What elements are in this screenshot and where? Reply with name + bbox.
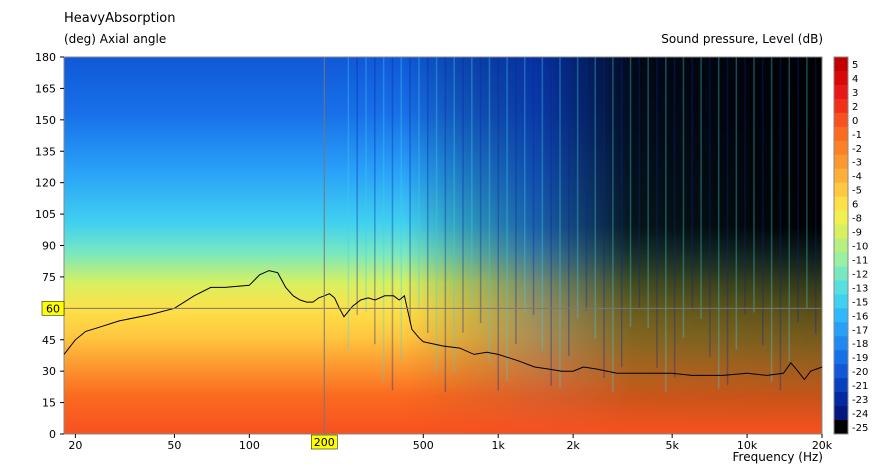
colorbar-tick-label: -19 bbox=[852, 353, 868, 364]
colorbar-swatch bbox=[834, 364, 848, 379]
cursor-y-badge: 60 bbox=[41, 301, 65, 316]
colorbar-tick-label: -2 bbox=[852, 144, 862, 155]
colorbar-tick-label: 4 bbox=[852, 74, 858, 85]
colorbar-swatch bbox=[834, 322, 848, 337]
colorbar-tick-label: -1 bbox=[852, 130, 862, 141]
colorbar-frame bbox=[833, 56, 849, 435]
colorbar-swatch bbox=[834, 70, 848, 86]
colorbar-label: Sound pressure, Level (dB) bbox=[661, 32, 823, 46]
colorbar-tick-label: -20 bbox=[852, 367, 868, 378]
y-axis-label: (deg) Axial angle bbox=[64, 32, 167, 46]
x-tick-label: 5k bbox=[665, 439, 679, 452]
colorbar-swatch bbox=[834, 420, 848, 435]
colorbar-tick-label: -21 bbox=[852, 381, 868, 392]
colorbar-tick-label: -16 bbox=[852, 311, 868, 322]
cursor-x-badge: 200 bbox=[311, 434, 338, 450]
x-tick-label: 50 bbox=[167, 439, 181, 452]
x-tick-label: 1k bbox=[492, 439, 506, 452]
x-tick-label: 2k bbox=[566, 439, 580, 452]
colorbar-tick-label: 5 bbox=[852, 60, 858, 71]
colorbar-swatch bbox=[834, 378, 848, 393]
colorbar-swatch bbox=[834, 126, 848, 142]
colorbar-swatch bbox=[834, 140, 848, 156]
y-tick-label: 45 bbox=[42, 334, 56, 347]
chart-title: HeavyAbsorption bbox=[64, 11, 176, 26]
colorbar-tick-label: -9 bbox=[852, 228, 862, 239]
colorbar-tick-label: -4 bbox=[852, 172, 862, 183]
colorbar-swatch bbox=[834, 98, 848, 114]
colorbar-swatch bbox=[834, 238, 848, 253]
x-tick-label: 20 bbox=[68, 439, 82, 452]
x-tick-label: 500 bbox=[413, 439, 434, 452]
colorbar-tick-label: -8 bbox=[852, 214, 862, 225]
colorbar-swatch bbox=[834, 57, 848, 72]
y-tick-label: 105 bbox=[35, 208, 56, 221]
colorbar-swatch bbox=[834, 168, 848, 184]
colorbar-swatch bbox=[834, 252, 848, 267]
colorbar-swatch bbox=[834, 406, 848, 421]
colorbar-swatch bbox=[834, 154, 848, 170]
x-tick-label: 20k bbox=[812, 439, 833, 452]
colorbar-tick-label: 6 bbox=[852, 200, 858, 211]
colorbar-tick-label: -10 bbox=[852, 242, 868, 253]
y-tick-label: 120 bbox=[35, 177, 56, 190]
colorbar-tick-label: -17 bbox=[852, 325, 868, 336]
colorbar-tick-label: -15 bbox=[852, 297, 868, 308]
colorbar-tick-label: -13 bbox=[852, 283, 868, 294]
colorbar-swatch bbox=[834, 224, 848, 240]
y-tick-label: 15 bbox=[42, 397, 56, 410]
y-tick-label: 0 bbox=[49, 428, 56, 441]
heatmap-hf-shadow bbox=[64, 57, 822, 434]
colorbar-tick-label: -5 bbox=[852, 186, 862, 197]
y-tick-label: 75 bbox=[42, 271, 56, 284]
colorbar-swatch bbox=[834, 112, 848, 128]
colorbar-tick-label: -11 bbox=[852, 255, 868, 266]
colorbar: 5 4 3 2 0 -1 -2 -3 -4 -5 6 -8 -9 -10 -11 -12 -13 -15 -16 -1… bbox=[833, 56, 868, 435]
cursor-y-label: 60 bbox=[46, 302, 60, 315]
colorbar-swatch bbox=[834, 308, 848, 323]
series-line bbox=[63, 270, 823, 381]
y-tick-label: 90 bbox=[42, 240, 56, 253]
colorbar-swatch bbox=[834, 280, 848, 295]
colorbar-tick-label: -12 bbox=[852, 269, 868, 280]
colorbar-swatch bbox=[834, 182, 848, 198]
colorbar-swatch bbox=[834, 350, 848, 365]
x-tick-label: 10k bbox=[737, 439, 758, 452]
colorbar-tick-label: 0 bbox=[852, 116, 858, 127]
colorbar-tick-label: -18 bbox=[852, 339, 868, 350]
colorbar-tick-label: -3 bbox=[852, 158, 862, 169]
colorbar-swatch bbox=[834, 84, 848, 100]
colorbar-tick-label: -25 bbox=[852, 423, 868, 434]
x-tick-label: 100 bbox=[239, 439, 260, 452]
y-tick-label: 150 bbox=[35, 114, 56, 127]
y-tick-label: 165 bbox=[35, 82, 56, 95]
x-axis-label: Frequency (Hz) bbox=[732, 450, 824, 464]
y-tick-label: 180 bbox=[35, 51, 56, 64]
y-tick-label: 135 bbox=[35, 145, 56, 158]
colorbar-swatch bbox=[834, 392, 848, 407]
cursor-x-label: 200 bbox=[314, 436, 335, 449]
colorbar-swatch bbox=[834, 210, 848, 226]
colorbar-tick-label: 3 bbox=[852, 88, 858, 99]
y-tick-label: 30 bbox=[42, 365, 56, 378]
colorbar-tick-label: -24 bbox=[852, 409, 868, 420]
colorbar-swatch bbox=[834, 336, 848, 351]
colorbar-tick-label: 2 bbox=[852, 102, 858, 113]
colorbar-swatch bbox=[834, 266, 848, 281]
colorbar-swatch bbox=[834, 196, 848, 212]
colorbar-swatch bbox=[834, 294, 848, 309]
plot-area bbox=[64, 57, 822, 434]
colorbar-tick-label: -23 bbox=[852, 395, 868, 406]
